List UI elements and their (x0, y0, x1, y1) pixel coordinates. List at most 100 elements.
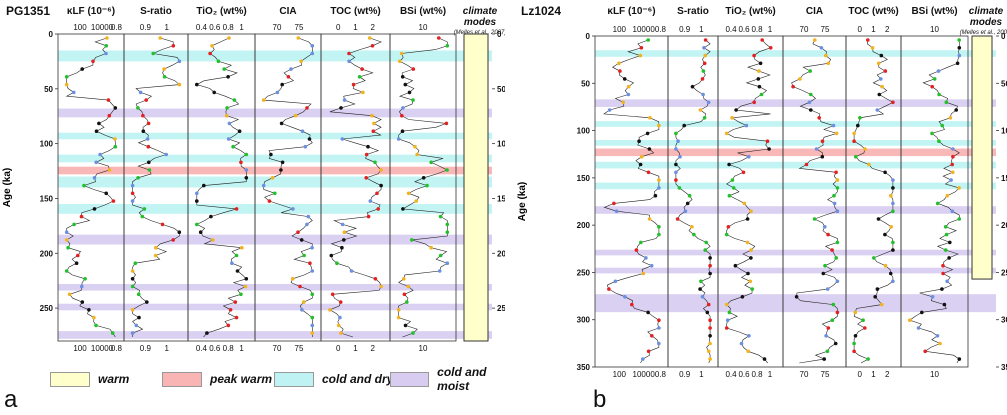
proxy-point (228, 308, 233, 312)
proxy-point (205, 331, 209, 335)
proxy-point (83, 277, 87, 281)
proxy-point (951, 170, 955, 175)
proxy-point (930, 295, 935, 299)
proxy-point (613, 279, 618, 284)
proxy-point (822, 357, 826, 361)
proxy-point (863, 326, 867, 330)
proxy-point (690, 225, 694, 229)
proxy-point (164, 152, 168, 157)
band-cold-dry (595, 50, 996, 57)
proxy-point (235, 269, 240, 273)
proxy-point (647, 217, 652, 221)
proxy-point (702, 116, 707, 120)
proxy-point (726, 225, 731, 229)
proxy-point (141, 113, 145, 118)
proxy-point (889, 193, 893, 198)
column-title-ti: TiO₂ (wt%) (725, 6, 775, 17)
proxy-point (177, 230, 182, 234)
proxy-point (72, 222, 76, 227)
proxy-point (791, 84, 795, 89)
proxy-point (136, 106, 140, 110)
proxy-point (932, 77, 937, 81)
proxy-point (364, 176, 369, 180)
right-tick-label: 100 (1001, 127, 1007, 136)
band-cold-moist (58, 108, 492, 118)
proxy-point (226, 75, 230, 79)
column-top-tick-ti: 1 (239, 23, 244, 32)
proxy-point (302, 253, 306, 258)
column-top-tick-s: 1 (699, 25, 704, 34)
proxy-point (162, 75, 167, 79)
proxy-point (954, 108, 958, 112)
proxy-point (685, 201, 690, 206)
proxy-point (437, 36, 441, 40)
proxy-point (638, 53, 643, 58)
band-cold-moist (58, 234, 492, 245)
proxy-point (808, 69, 812, 73)
proxy-point (94, 160, 98, 165)
proxy-point (370, 113, 374, 118)
proxy-point (401, 106, 405, 110)
proxy-point (147, 160, 151, 165)
column-bottom-tick-k: 100 (613, 370, 627, 379)
proxy-point (957, 38, 961, 42)
y-tick-label: 150 (577, 174, 591, 183)
column-bottom-tick-cia: 70 (800, 370, 809, 379)
band-peak-warm (58, 166, 492, 175)
proxy-point (674, 178, 678, 182)
proxy-point (731, 186, 736, 190)
column-title-toc: TOC (wt%) (848, 6, 898, 17)
proxy-point (937, 92, 941, 97)
proxy-point (614, 209, 619, 213)
proxy-point (944, 100, 949, 105)
proxy-point (826, 326, 831, 330)
proxy-point (626, 84, 631, 89)
proxy-point (880, 84, 884, 89)
proxy-point (733, 263, 738, 268)
proxy-point (947, 256, 951, 260)
proxy-point (814, 147, 819, 151)
proxy-point (938, 341, 942, 346)
proxy-point (342, 98, 347, 102)
column-top-tick-cia: 70 (800, 25, 809, 34)
proxy-point (831, 123, 836, 128)
column-top-tick-ti: 0.6 (738, 25, 750, 34)
proxy-point (819, 46, 824, 50)
column-bottom-tick-toc: 1 (353, 344, 358, 353)
proxy-point (171, 238, 175, 242)
column-top-tick-ti: 0.6 (209, 23, 221, 32)
proxy-point (883, 170, 887, 175)
proxy-point (740, 295, 745, 299)
proxy-point (699, 279, 703, 284)
proxy-point (231, 144, 235, 149)
proxy-point (111, 199, 116, 203)
proxy-point (310, 331, 315, 335)
proxy-point (177, 59, 182, 64)
column-title-k: κLF (10⁻⁶) (67, 6, 115, 17)
proxy-point (130, 183, 135, 188)
proxy-point (657, 123, 661, 128)
proxy-point (98, 152, 102, 157)
proxy-point (941, 263, 945, 268)
proxy-point (243, 284, 248, 289)
column-top-tick-ti: 0.4 (725, 25, 737, 34)
proxy-point (940, 123, 944, 128)
proxy-point (650, 334, 654, 338)
column-top-tick-s: 0.9 (140, 23, 152, 32)
proxy-point (202, 183, 206, 188)
legend-item-warm: warm (50, 369, 129, 389)
proxy-point (757, 84, 762, 89)
band-cold-dry (595, 161, 996, 169)
proxy-point (706, 302, 711, 307)
proxy-point (279, 121, 284, 126)
proxy-point (136, 176, 140, 180)
y-tick-label: 350 (577, 363, 591, 372)
proxy-point (676, 139, 680, 143)
proxy-point (645, 131, 650, 136)
proxy-point (835, 310, 840, 315)
right-tick-label: 200 (1001, 221, 1007, 230)
proxy-point (82, 183, 86, 188)
proxy-point (941, 271, 945, 276)
proxy-point (347, 59, 351, 64)
proxy-point (621, 100, 625, 105)
